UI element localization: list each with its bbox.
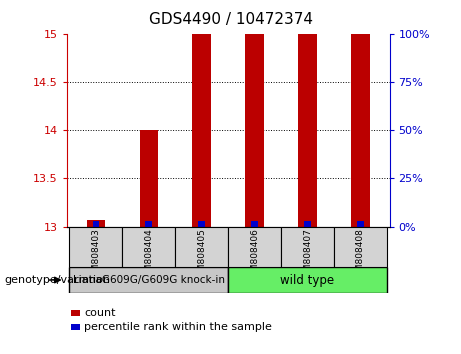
- Bar: [228, 227, 281, 267]
- Text: GSM808406: GSM808406: [250, 229, 259, 284]
- Text: percentile rank within the sample: percentile rank within the sample: [84, 322, 272, 332]
- Text: GDS4490 / 10472374: GDS4490 / 10472374: [148, 12, 313, 27]
- Bar: [245, 34, 264, 227]
- Bar: [251, 221, 258, 227]
- Bar: [334, 227, 387, 267]
- Bar: [304, 221, 311, 227]
- Bar: [281, 227, 334, 267]
- Text: LmnaG609G/G609G knock-in: LmnaG609G/G609G knock-in: [73, 275, 225, 285]
- Bar: [93, 221, 100, 227]
- Bar: [145, 221, 152, 227]
- Text: genotype/variation: genotype/variation: [5, 275, 111, 285]
- Bar: [70, 267, 228, 293]
- Bar: [198, 221, 205, 227]
- Text: GSM808407: GSM808407: [303, 229, 312, 284]
- Bar: [351, 34, 370, 227]
- Bar: [357, 221, 364, 227]
- Bar: [140, 130, 158, 227]
- Text: count: count: [84, 308, 116, 318]
- Bar: [87, 220, 105, 227]
- Text: GSM808404: GSM808404: [144, 229, 154, 283]
- Bar: [70, 227, 122, 267]
- Bar: [122, 227, 175, 267]
- Bar: [228, 267, 387, 293]
- Text: wild type: wild type: [280, 274, 335, 286]
- Text: GSM808403: GSM808403: [91, 229, 100, 284]
- Bar: [175, 227, 228, 267]
- Bar: [298, 34, 317, 227]
- Bar: [193, 34, 211, 227]
- Text: GSM808408: GSM808408: [356, 229, 365, 284]
- Text: GSM808405: GSM808405: [197, 229, 206, 284]
